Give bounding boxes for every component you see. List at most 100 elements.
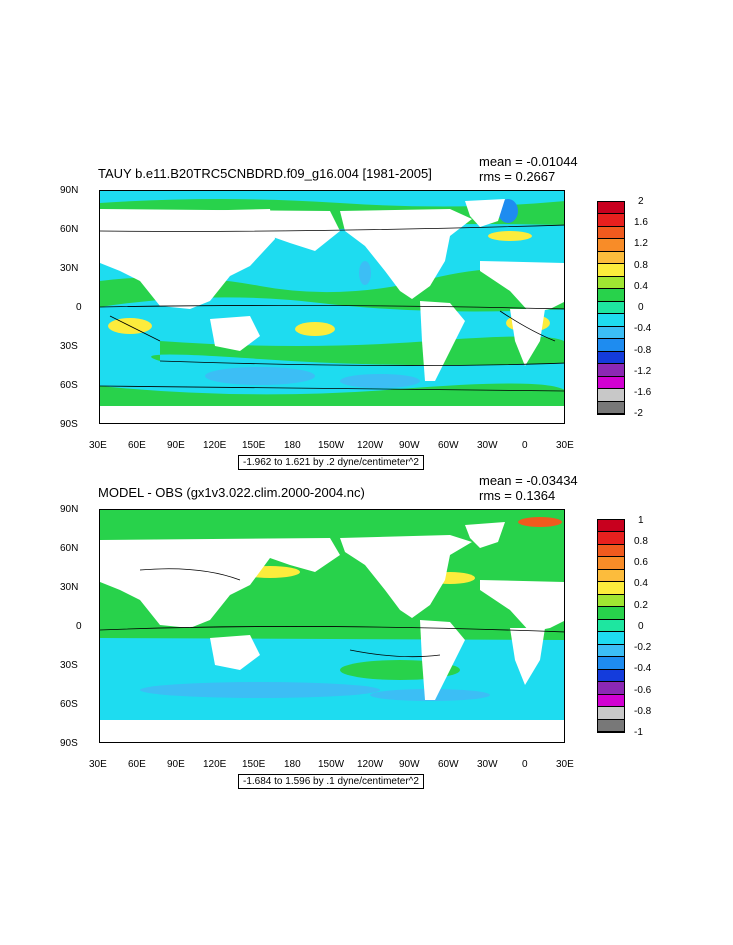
top-lon-30e: 30E [89, 440, 107, 451]
bottom-lon-180: 180 [284, 759, 301, 770]
top-mean: mean = -0.01044 [479, 154, 578, 169]
top-lat-30n: 30N [60, 263, 79, 274]
bottom-mean: mean = -0.03434 [479, 473, 578, 488]
bottom-cbar-label: 0.8 [634, 536, 648, 547]
bottom-cbar-label: -0.6 [634, 685, 652, 696]
colorbar-segment [598, 264, 624, 277]
bottom-colorbar [597, 519, 625, 733]
colorbar-segment [598, 301, 624, 315]
colorbar-segment [598, 314, 624, 327]
bottom-lon-90e: 90E [167, 759, 185, 770]
colorbar-segment [598, 544, 624, 558]
colorbar-segment [598, 339, 624, 352]
top-lon-90w: 90W [399, 440, 420, 451]
top-lat-90s: 90S [60, 419, 78, 430]
bottom-cbar-label: 0.4 [634, 578, 648, 589]
colorbar-segment [598, 202, 624, 215]
top-lon-150w: 150W [318, 440, 345, 451]
bottom-lon-0: 0 [522, 759, 528, 770]
top-lon-60e: 60E [128, 440, 146, 451]
colorbar-segment [598, 569, 624, 583]
top-map [99, 190, 565, 424]
bottom-lon-30e: 30E [89, 759, 107, 770]
top-lon-30w: 30W [477, 440, 498, 451]
bottom-lon-60w: 60W [438, 759, 459, 770]
bottom-lat-0: 0 [76, 621, 82, 632]
bottom-lat-60n: 60N [60, 543, 79, 554]
bottom-rms: rms = 0.1364 [479, 488, 556, 503]
bottom-cbar-label: 0.2 [634, 600, 648, 611]
top-lon-0: 0 [522, 440, 528, 451]
top-lon-180: 180 [284, 440, 301, 451]
colorbar-segment [598, 326, 624, 340]
bottom-cbar-label: 0 [638, 621, 644, 632]
top-lat-90n: 90N [60, 185, 79, 196]
colorbar-segment [598, 239, 624, 252]
colorbar-segment [598, 657, 624, 670]
top-cbar-label: 0.8 [634, 260, 648, 271]
top-cbar-label: -1.2 [634, 366, 652, 377]
top-colorbar [597, 201, 625, 415]
top-cbar-label: -1.6 [634, 387, 652, 398]
colorbar-segment [598, 532, 624, 545]
bottom-cbar-label: -0.2 [634, 642, 652, 653]
colorbar-segment [598, 632, 624, 645]
bottom-lat-90s: 90S [60, 738, 78, 749]
colorbar-segment [598, 276, 624, 290]
top-lat-60n: 60N [60, 224, 79, 235]
colorbar-segment [598, 582, 624, 595]
bottom-lon-120w: 120W [357, 759, 384, 770]
top-lon-60w: 60W [438, 440, 459, 451]
colorbar-segment [598, 644, 624, 658]
top-map-field [100, 191, 564, 423]
top-cbar-label: -2 [634, 408, 643, 419]
colorbar-segment [598, 214, 624, 227]
top-range-label: -1.962 to 1.621 by .2 dyne/centimeter^2 [238, 455, 424, 470]
colorbar-segment [598, 351, 624, 365]
top-lat-0: 0 [76, 302, 82, 313]
bottom-lon-60e: 60E [128, 759, 146, 770]
top-cbar-label: 1.2 [634, 238, 648, 249]
colorbar-segment [598, 376, 624, 390]
bottom-cbar-label: -0.8 [634, 706, 652, 717]
bottom-lon-30e-end: 30E [556, 759, 574, 770]
bottom-lon-90w: 90W [399, 759, 420, 770]
colorbar-segment [598, 364, 624, 377]
colorbar-segment [598, 694, 624, 708]
colorbar-segment [598, 289, 624, 302]
bottom-lon-120e: 120E [203, 759, 227, 770]
top-lon-90e: 90E [167, 440, 185, 451]
bottom-lat-90n: 90N [60, 504, 79, 515]
colorbar-segment [598, 401, 624, 414]
bottom-cbar-label: -0.4 [634, 663, 652, 674]
colorbar-segment [598, 520, 624, 533]
bottom-range-label: -1.684 to 1.596 by .1 dyne/centimeter^2 [238, 774, 424, 789]
bottom-lat-30n: 30N [60, 582, 79, 593]
bottom-lat-60s: 60S [60, 699, 78, 710]
bottom-lon-150w: 150W [318, 759, 345, 770]
colorbar-segment [598, 619, 624, 633]
colorbar-segment [598, 719, 624, 732]
top-lon-150e: 150E [242, 440, 266, 451]
colorbar-segment [598, 251, 624, 265]
colorbar-segment [598, 707, 624, 720]
bottom-panel-title: MODEL - OBS (gx1v3.022.clim.2000-2004.nc… [98, 485, 365, 500]
top-panel-title: TAUY b.e11.B20TRC5CNBDRD.f09_g16.004 [19… [98, 166, 432, 181]
bottom-cbar-label: 1 [638, 515, 644, 526]
top-lat-30s: 30S [60, 341, 78, 352]
colorbar-segment [598, 389, 624, 402]
top-lon-30e-end: 30E [556, 440, 574, 451]
top-lat-60s: 60S [60, 380, 78, 391]
bottom-map-field [100, 510, 564, 742]
bottom-cbar-label: 0.6 [634, 557, 648, 568]
bottom-lon-30w: 30W [477, 759, 498, 770]
top-cbar-label: -0.4 [634, 323, 652, 334]
bottom-map [99, 509, 565, 743]
top-cbar-label: 1.6 [634, 217, 648, 228]
top-cbar-label: 0 [638, 302, 644, 313]
colorbar-segment [598, 557, 624, 570]
top-lon-120w: 120W [357, 440, 384, 451]
bottom-lon-150e: 150E [242, 759, 266, 770]
top-cbar-label: 2 [638, 196, 644, 207]
top-cbar-label: -0.8 [634, 345, 652, 356]
